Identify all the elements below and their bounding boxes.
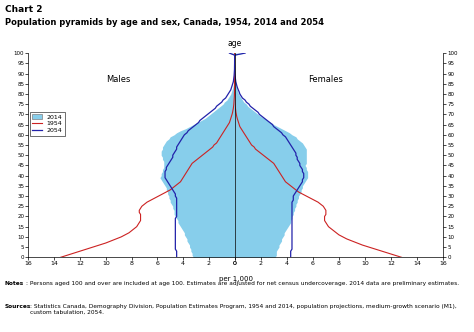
Text: : Persons aged 100 and over are included at age 100. Estimates are adjusted for : : Persons aged 100 and over are included… — [26, 281, 459, 286]
Legend: 2014, 1954, 2054: 2014, 1954, 2054 — [30, 112, 65, 136]
Text: Males: Males — [107, 75, 131, 84]
Text: Chart 2: Chart 2 — [5, 5, 42, 14]
Text: per 1,000: per 1,000 — [219, 276, 253, 282]
Text: Sources: Sources — [5, 304, 31, 309]
Text: : Statistics Canada, Demography Division, Population Estimates Program, 1954 and: : Statistics Canada, Demography Division… — [30, 304, 456, 315]
Text: Population pyramids by age and sex, Canada, 1954, 2014 and 2054: Population pyramids by age and sex, Cana… — [5, 18, 324, 27]
Text: Notes: Notes — [5, 281, 24, 286]
Text: Females: Females — [309, 75, 343, 84]
Text: age: age — [228, 39, 242, 48]
